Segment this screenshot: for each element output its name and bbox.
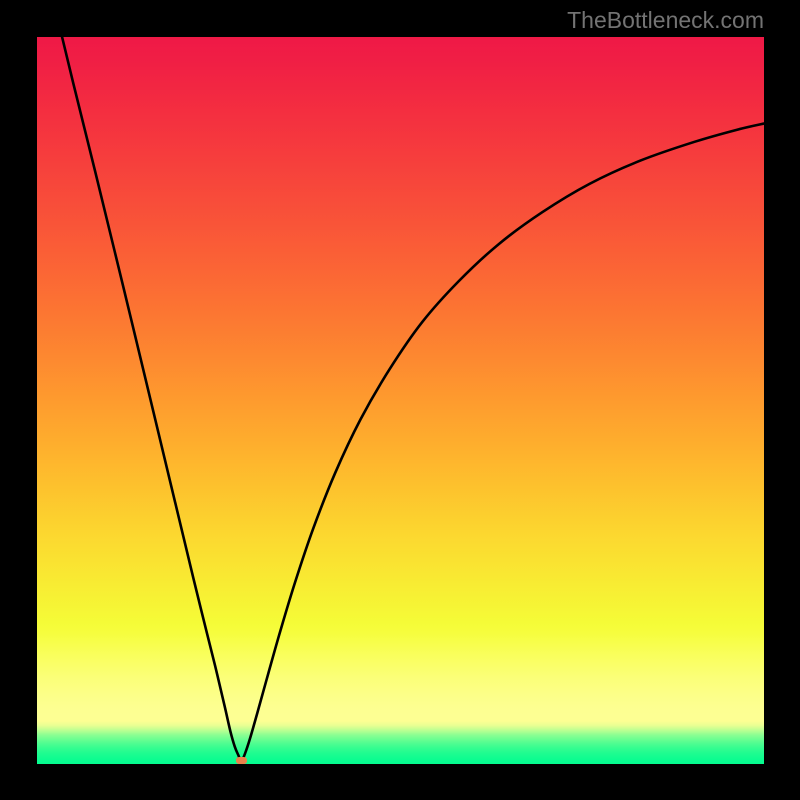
optimum-marker bbox=[236, 757, 247, 764]
watermark-text: TheBottleneck.com bbox=[567, 7, 764, 34]
chart-frame: TheBottleneck.com bbox=[0, 0, 800, 800]
bottleneck-curve bbox=[37, 37, 764, 764]
plot-area bbox=[37, 37, 764, 764]
